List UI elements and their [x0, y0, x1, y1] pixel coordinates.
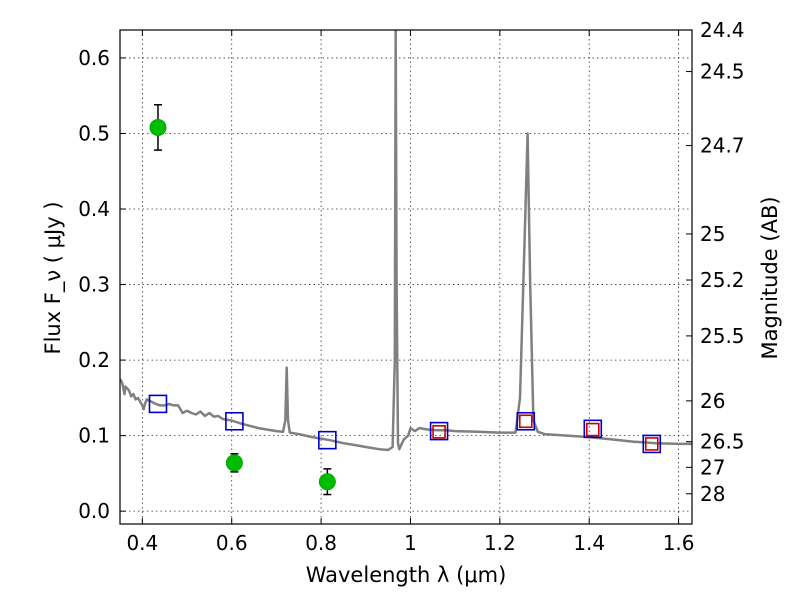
grid	[120, 30, 692, 524]
blue-square-marker	[318, 430, 337, 450]
x-axis-label: Wavelength λ (μm)	[306, 563, 507, 587]
red-square-marker	[518, 414, 533, 429]
y-axis-label: Flux F_ν ( μJy )	[41, 201, 66, 354]
y-tick-label: 0.5	[78, 121, 110, 145]
green-circle-marker	[318, 473, 336, 491]
x-tick-label: 0.8	[305, 531, 337, 555]
mag-tick-label: 26.5	[700, 430, 745, 454]
mag-tick-label: 28	[700, 482, 725, 506]
blue-square-marker	[583, 419, 603, 439]
mag-tick-label: 25	[700, 222, 725, 246]
mag-tick-label: 25.2	[700, 268, 745, 292]
plot-frame	[119, 29, 693, 525]
right-axis-label: Magnitude (AB)	[758, 196, 782, 359]
red-square-marker	[644, 437, 659, 451]
y-tick-label: 0.6	[78, 46, 110, 70]
mag-tick-label: 24.7	[700, 134, 745, 158]
ticks: 0.4 0.6 0.8 1 1.2 1.4 1.6 0.0 0.1 0.2 0.3 0.4 0.5 0.6…	[78, 18, 744, 555]
x-tick-label: 1.4	[573, 531, 605, 555]
blue-square-marker	[225, 411, 244, 431]
blue-square-marker	[429, 421, 449, 441]
x-tick-label: 0.6	[216, 531, 248, 555]
x-tick-label: 0.4	[126, 531, 158, 555]
y-tick-label: 0.4	[78, 197, 110, 221]
x-tick-label: 1.2	[484, 531, 516, 555]
spectrum-line	[120, 30, 692, 452]
mag-tick-label: 24.4	[700, 18, 745, 42]
y-tick-label: 0.0	[78, 499, 110, 523]
x-tick-label: 1.6	[663, 531, 695, 555]
y-tick-label: 0.2	[78, 348, 110, 372]
green-circle-marker	[225, 454, 243, 472]
blue-square-marker	[516, 411, 536, 431]
y-tick-label: 0.3	[78, 273, 110, 297]
mag-tick-label: 26	[700, 389, 725, 413]
blue-square-marker	[642, 434, 662, 454]
y-tick-label: 0.1	[78, 424, 110, 448]
x-tick-label: 1	[404, 531, 417, 555]
green-circle-marker	[149, 118, 167, 136]
mag-tick-label: 27	[700, 455, 725, 479]
red-square-marker	[585, 422, 600, 437]
mag-tick-label: 25.5	[700, 324, 745, 348]
mag-tick-label: 24.5	[700, 60, 745, 84]
spectrum-layer	[120, 30, 692, 452]
red-square-marker	[432, 425, 446, 439]
markers-layer	[148, 104, 662, 496]
blue-square-marker	[148, 394, 168, 414]
